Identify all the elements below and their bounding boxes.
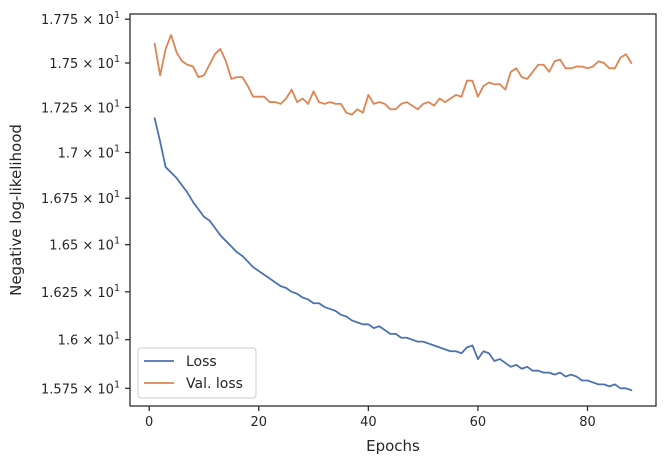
y-tick-label: 1.75 × 101 — [49, 54, 120, 72]
series-line-loss — [153, 117, 633, 392]
series-line-val-loss — [153, 34, 633, 116]
y-axis-ticks: 1.575 × 101 1.6 × 101 1.625 × 101 1.65 × 10… — [41, 10, 130, 397]
x-tick-label: 0 — [145, 415, 153, 430]
y-tick-label: 1.6 × 101 — [58, 331, 120, 349]
y-axis-label: Negative log-likelihood — [7, 124, 25, 296]
x-tick-label: 80 — [579, 415, 596, 430]
y-tick-label: 1.725 × 101 — [41, 98, 120, 116]
y-tick-label: 1.575 × 101 — [41, 379, 120, 397]
x-axis-label: Epochs — [366, 437, 420, 455]
legend-label-val-loss: Val. loss — [186, 376, 243, 392]
y-tick-label: 1.625 × 101 — [41, 283, 120, 301]
legend: Loss Val. loss — [137, 347, 257, 399]
x-tick-label: 20 — [250, 415, 267, 430]
axes-frame — [129, 13, 657, 407]
y-tick-label: 1.7 × 101 — [58, 144, 120, 162]
y-tick-label: 1.775 × 101 — [41, 10, 120, 28]
y-tick-label: 1.65 × 101 — [49, 236, 120, 254]
x-tick-label: 60 — [470, 415, 487, 430]
y-tick-label: 1.675 × 101 — [41, 189, 120, 207]
series-layer — [153, 34, 633, 392]
x-axis-ticks: 0 20 40 60 80 — [145, 406, 596, 430]
x-tick-label: 40 — [360, 415, 377, 430]
legend-label-loss: Loss — [186, 354, 217, 370]
